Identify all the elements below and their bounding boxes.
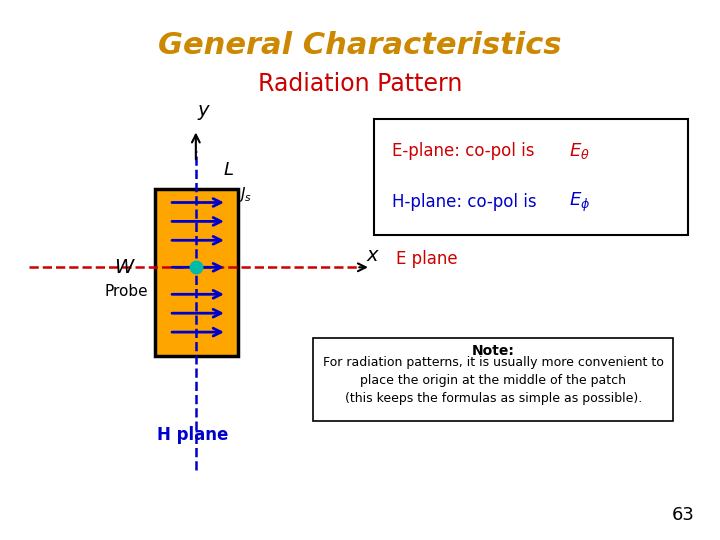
Text: Probe: Probe	[104, 284, 148, 299]
Text: General Characteristics: General Characteristics	[158, 31, 562, 60]
Text: Radiation Pattern: Radiation Pattern	[258, 72, 462, 96]
Text: y: y	[197, 101, 209, 120]
Bar	[374, 119, 688, 235]
Text: $E_\phi$: $E_\phi$	[569, 191, 590, 214]
Text: H-plane: co-pol is: H-plane: co-pol is	[392, 193, 542, 211]
Text: W: W	[114, 258, 133, 277]
Text: Note:: Note:	[472, 344, 515, 358]
Text: x: x	[366, 246, 378, 265]
Text: H plane: H plane	[156, 426, 228, 444]
Text: L: L	[223, 161, 233, 179]
Text: E plane: E plane	[396, 249, 458, 268]
Text: $J_s$: $J_s$	[238, 185, 252, 204]
Text: $E_\theta$: $E_\theta$	[569, 141, 590, 161]
Bar	[155, 189, 238, 356]
Text: 63: 63	[672, 506, 695, 524]
Text: For radiation patterns, it is usually more convenient to
place the origin at the: For radiation patterns, it is usually mo…	[323, 356, 664, 405]
Text: E-plane: co-pol is: E-plane: co-pol is	[392, 143, 540, 160]
Bar	[313, 338, 673, 421]
